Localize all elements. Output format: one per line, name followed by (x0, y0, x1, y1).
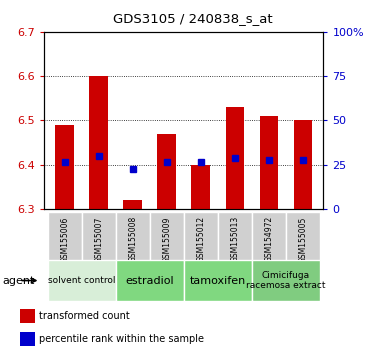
Bar (48, 260, 116, 301)
Text: GSM155006: GSM155006 (60, 216, 69, 263)
Bar (116, 260, 184, 301)
Text: estradiol: estradiol (126, 275, 174, 286)
Text: GSM155005: GSM155005 (298, 216, 308, 263)
FancyBboxPatch shape (116, 212, 150, 260)
FancyBboxPatch shape (218, 212, 252, 260)
Text: GSM154972: GSM154972 (264, 216, 273, 262)
Text: GSM155012: GSM155012 (196, 216, 205, 262)
FancyBboxPatch shape (82, 212, 116, 260)
Text: GSM155009: GSM155009 (162, 216, 171, 263)
Text: transformed count: transformed count (39, 311, 130, 321)
Bar (55, 125, 74, 209)
Text: agent: agent (2, 275, 34, 286)
Bar (184, 260, 252, 301)
Text: solvent control: solvent control (48, 276, 116, 285)
Bar (226, 107, 244, 209)
Bar (294, 120, 312, 209)
Text: GSM155013: GSM155013 (230, 216, 239, 262)
FancyBboxPatch shape (184, 212, 218, 260)
FancyBboxPatch shape (150, 212, 184, 260)
Text: percentile rank within the sample: percentile rank within the sample (39, 334, 204, 344)
Bar (20, 332, 35, 346)
Bar (20, 309, 35, 323)
Text: GSM155007: GSM155007 (94, 216, 103, 263)
Bar (252, 260, 320, 301)
Bar (259, 116, 278, 209)
Bar (191, 165, 210, 209)
FancyBboxPatch shape (48, 212, 82, 260)
Bar (157, 134, 176, 209)
Text: GSM155008: GSM155008 (128, 216, 137, 262)
Text: GDS3105 / 240838_s_at: GDS3105 / 240838_s_at (113, 12, 272, 25)
Text: tamoxifen: tamoxifen (190, 275, 246, 286)
FancyBboxPatch shape (252, 212, 286, 260)
Bar (124, 200, 142, 209)
Bar (89, 76, 108, 209)
Text: Cimicifuga
racemosa extract: Cimicifuga racemosa extract (246, 271, 326, 290)
FancyBboxPatch shape (286, 212, 320, 260)
